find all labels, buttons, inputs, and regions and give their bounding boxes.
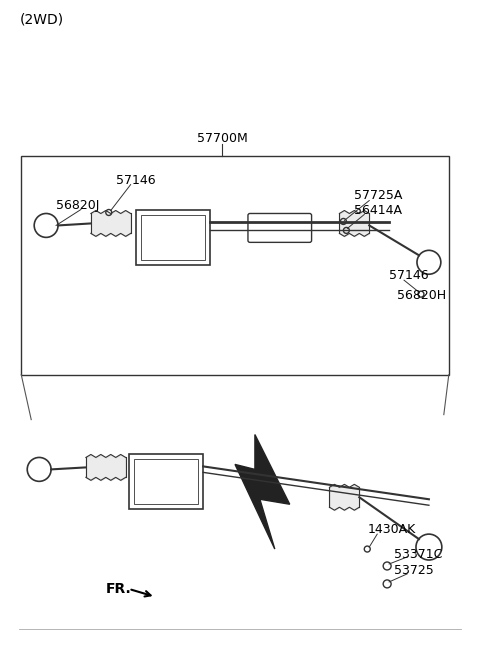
Bar: [136, 211, 210, 266]
Text: 57146: 57146: [116, 174, 156, 187]
Text: 53371C: 53371C: [394, 547, 443, 560]
Text: 57725A: 57725A: [354, 189, 403, 202]
Bar: [133, 460, 198, 504]
Polygon shape: [235, 434, 290, 549]
Bar: [21, 156, 449, 375]
Text: 56414A: 56414A: [354, 204, 402, 217]
Text: 1430AK: 1430AK: [367, 523, 416, 536]
Text: 53725: 53725: [394, 564, 434, 577]
Text: 57146: 57146: [389, 269, 429, 282]
Text: (2WD): (2WD): [19, 12, 63, 26]
Text: 56820J: 56820J: [56, 199, 99, 212]
Text: 57700M: 57700M: [197, 132, 248, 145]
Text: FR.: FR.: [106, 582, 132, 596]
Text: 56820H: 56820H: [397, 288, 446, 301]
Bar: [141, 215, 205, 260]
Bar: [129, 455, 203, 509]
